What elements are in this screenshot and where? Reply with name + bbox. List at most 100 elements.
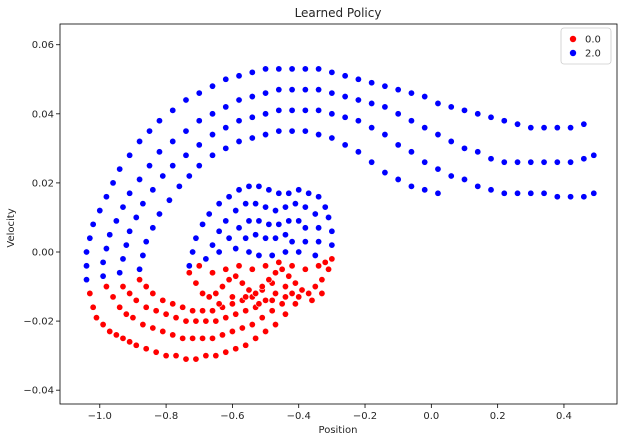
scatter-point	[116, 303, 124, 311]
y-tick-label: −0.04	[23, 386, 54, 397]
scatter-point	[152, 348, 160, 356]
scatter-point	[394, 175, 402, 183]
scatter-point	[447, 103, 455, 111]
scatter-point	[199, 307, 207, 315]
scatter-point	[248, 321, 256, 329]
scatter-point	[126, 289, 134, 297]
scatter-point	[109, 293, 117, 301]
scatter-point	[288, 106, 296, 114]
scatter-point	[281, 248, 289, 256]
scatter-point	[268, 307, 276, 315]
scatter-point	[205, 293, 213, 301]
scatter-point	[434, 99, 442, 107]
scatter-point	[325, 213, 333, 221]
scatter-point	[421, 186, 429, 194]
scatter-point	[86, 289, 94, 297]
scatter-point	[245, 182, 253, 190]
scatter-point	[169, 106, 177, 114]
scatter-point	[275, 86, 283, 94]
y-tick-label: 0.04	[32, 109, 54, 120]
scatter-point	[185, 262, 193, 270]
scatter-point	[301, 86, 309, 94]
scatter-point	[215, 227, 223, 235]
scatter-point	[136, 265, 144, 273]
scatter-point	[132, 341, 140, 349]
scatter-point	[202, 255, 210, 263]
scatter-point	[119, 334, 127, 342]
scatter-point	[272, 269, 280, 277]
scatter-point	[301, 65, 309, 73]
scatter-point	[341, 141, 349, 149]
scatter-point	[301, 127, 309, 135]
scatter-point	[215, 248, 223, 256]
scatter-point	[235, 96, 243, 104]
scatter-point	[278, 300, 286, 308]
scatter-point	[421, 124, 429, 132]
scatter-point	[341, 113, 349, 121]
scatter-point	[106, 231, 114, 239]
points-layer	[83, 65, 598, 363]
scatter-point	[139, 321, 147, 329]
scatter-point	[238, 324, 246, 332]
scatter-point	[590, 151, 598, 159]
scatter-point	[262, 131, 270, 139]
scatter-point	[136, 276, 144, 284]
scatter-point	[202, 352, 210, 360]
scatter-point	[590, 189, 598, 197]
scatter-point	[301, 203, 309, 211]
scatter-point	[500, 117, 508, 125]
scatter-point	[228, 327, 236, 335]
scatter-point	[553, 158, 561, 166]
scatter-point	[209, 110, 217, 118]
scatter-point	[315, 65, 323, 73]
x-tick-label: −0.4	[287, 411, 311, 422]
scatter-point	[152, 307, 160, 315]
scatter-point	[242, 200, 250, 208]
scatter-point	[182, 151, 190, 159]
legend-label: 2.0	[585, 49, 601, 60]
scatter-point	[235, 72, 243, 80]
y-tick-label: 0.02	[32, 178, 54, 189]
scatter-point	[228, 300, 236, 308]
scatter-point	[305, 189, 313, 197]
scatter-point	[315, 106, 323, 114]
scatter-point	[235, 224, 243, 232]
scatter-point	[255, 300, 263, 308]
scatter-point	[248, 134, 256, 142]
scatter-point	[83, 262, 91, 270]
scatter-point	[209, 307, 217, 315]
scatter-point	[553, 124, 561, 132]
x-tick-label: −0.8	[154, 411, 178, 422]
scatter-point	[109, 179, 117, 187]
scatter-point	[567, 124, 575, 132]
scatter-point	[328, 227, 336, 235]
scatter-point	[328, 110, 336, 118]
scatter-point	[540, 189, 548, 197]
legend-marker	[569, 49, 577, 57]
scatter-point	[215, 200, 223, 208]
scatter-point	[248, 68, 256, 76]
scatter-point	[179, 303, 187, 311]
scatter-point	[212, 289, 220, 297]
scatter-point	[295, 248, 303, 256]
scatter-point	[315, 193, 323, 201]
scatter-point	[291, 279, 299, 287]
scatter-point	[381, 169, 389, 177]
scatter-point	[567, 193, 575, 201]
legend-label: 0.0	[585, 35, 601, 46]
scatter-point	[354, 117, 362, 125]
scatter-point	[205, 210, 213, 218]
scatter-point	[288, 262, 296, 270]
scatter-point	[102, 283, 110, 291]
legend: 0.02.0	[560, 27, 612, 65]
scatter-point	[255, 217, 263, 225]
scatter-point	[368, 99, 376, 107]
scatter-point	[195, 117, 203, 125]
scatter-point	[192, 279, 200, 287]
scatter-point	[146, 162, 154, 170]
scatter-point	[272, 289, 280, 297]
scatter-point	[126, 189, 134, 197]
scatter-point	[225, 276, 233, 284]
scatter-point	[474, 148, 482, 156]
axes-layer: −1.0 −0.8 −0.6 −0.4 −0.2 0.0 0.2 0.4 −0.04 −0.02 0…	[23, 23, 618, 422]
